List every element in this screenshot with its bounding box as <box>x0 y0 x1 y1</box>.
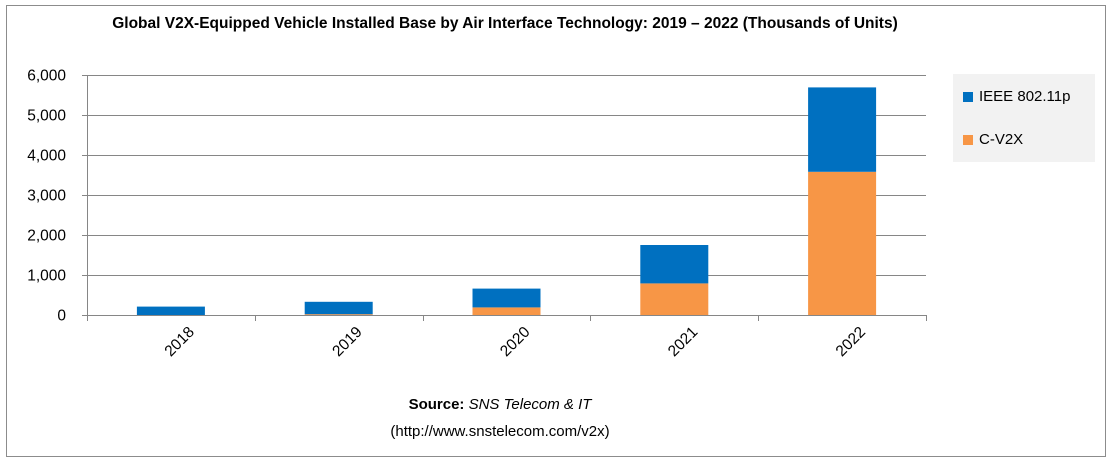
x-tick-label-2019: 2019 <box>329 324 365 360</box>
bar-2021-ieee-802-11p <box>640 245 709 284</box>
legend-item-ieee: IEEE 802.11p <box>963 88 1070 105</box>
bar-2022-c-v2x <box>808 171 877 315</box>
source-url: (http://www.snstelecom.com/v2x) <box>390 423 610 440</box>
y-tick-label-3000: 3,000 <box>27 188 66 205</box>
legend-label-ieee: IEEE 802.11p <box>979 88 1071 105</box>
x-tick-label-2022: 2022 <box>833 324 869 360</box>
legend-swatch-ieee <box>963 91 973 102</box>
legend-swatch-cv2x <box>963 134 973 145</box>
x-tick-label-2020: 2020 <box>497 323 534 360</box>
source-name: SNS Telecom & IT <box>468 396 592 413</box>
source-line: Source: SNS Telecom & IT <box>0 396 1000 413</box>
bar-2018-ieee-802-11p <box>136 306 205 315</box>
source-label: Source: <box>408 396 465 413</box>
bar-2022-ieee-802-11p <box>808 87 877 172</box>
y-tick-label-1000: 1,000 <box>27 268 66 285</box>
chart-legend: IEEE 802.11p C-V2X <box>953 74 1095 162</box>
bar-2020-c-v2x <box>472 307 541 315</box>
y-tick-label-5000: 5,000 <box>27 108 66 125</box>
bar-2021-c-v2x <box>640 283 709 315</box>
y-tick-label-4000: 4,000 <box>27 148 66 165</box>
chart-frame <box>6 5 1106 457</box>
bar-2019-ieee-802-11p <box>304 301 373 315</box>
y-tick-label-6000: 6,000 <box>27 68 66 85</box>
y-tick-label-2000: 2,000 <box>27 228 66 245</box>
x-tick-label-2021: 2021 <box>665 324 701 360</box>
legend-item-cv2x: C-V2X <box>963 131 1023 148</box>
bar-2019-c-v2x <box>304 314 373 315</box>
x-tick-label-2018: 2018 <box>162 324 198 360</box>
chart-title: Global V2X-Equipped Vehicle Installed Ba… <box>112 15 898 32</box>
y-tick-label-0: 0 <box>57 308 66 325</box>
legend-label-cv2x: C-V2X <box>979 131 1024 148</box>
bar-2020-ieee-802-11p <box>472 288 541 308</box>
